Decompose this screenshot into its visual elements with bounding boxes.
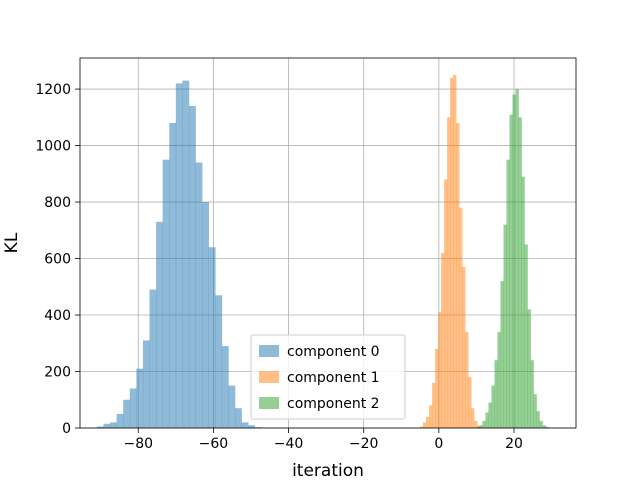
histogram-bar-component-2 (485, 412, 489, 428)
legend-swatch (259, 345, 279, 357)
y-tick-label: 400 (44, 308, 71, 324)
legend-swatch (259, 371, 279, 383)
y-tick-label: 600 (44, 252, 71, 268)
histogram-bar-component-2 (509, 114, 513, 428)
histogram-bar-component-0 (215, 295, 223, 428)
histogram-bar-component-0 (156, 221, 163, 428)
plot-area-frame (79, 57, 577, 429)
histogram-bar-component-0 (123, 399, 131, 428)
histogram-bar-component-0 (254, 427, 262, 428)
histogram-bar-component-1 (426, 416, 430, 428)
histogram-bar-component-0 (208, 247, 216, 428)
histogram-bar-component-1 (456, 122, 460, 429)
histogram-bar-component-1 (447, 117, 451, 428)
histogram-bar-component-0 (241, 422, 249, 428)
histogram-bar-component-2 (530, 360, 534, 428)
x-tick-label: 0 (434, 436, 443, 452)
histogram-bar-component-2 (503, 224, 507, 428)
histogram-bar-component-1 (423, 422, 427, 428)
y-tick-label: 0 (62, 421, 71, 437)
histogram-bar-component-1 (462, 267, 466, 428)
histogram-bar-component-2 (506, 159, 510, 428)
x-tick-label: −20 (349, 436, 379, 452)
histogram-bar-component-0 (169, 122, 177, 429)
x-tick-label: −80 (123, 436, 153, 452)
y-tick-label: 800 (44, 195, 71, 211)
histogram-bar-component-2 (527, 309, 531, 428)
histogram-bar-component-1 (471, 408, 475, 428)
histogram-bar-component-0 (175, 83, 183, 428)
legend-label: component 2 (287, 396, 380, 412)
histogram-bar-component-2 (512, 94, 516, 428)
x-tick-label: 20 (505, 436, 523, 452)
histogram-bar-component-0 (110, 422, 117, 428)
histogram-bar-component-1 (435, 348, 439, 428)
y-axis-label: KL (2, 232, 22, 253)
histogram-bar-component-0 (188, 106, 196, 429)
histogram-bar-component-2 (521, 176, 525, 428)
histogram-bar-component-2 (482, 420, 486, 428)
histogram-bar-component-1 (444, 179, 448, 428)
histogram-bar-component-1 (429, 405, 433, 428)
histogram-bar-component-0 (162, 159, 170, 428)
histogram-bar-component-0 (195, 162, 203, 428)
histogram-bar-component-2 (545, 426, 549, 428)
histogram-bar-component-0 (202, 202, 209, 428)
histogram-bar-component-2 (500, 281, 504, 428)
histogram-bar-component-2 (476, 426, 480, 428)
x-tick-label: −60 (199, 436, 229, 452)
histogram-bar-component-1 (432, 382, 436, 428)
histogram-bar-component-0 (96, 426, 104, 428)
y-tick-label: 1000 (35, 139, 71, 155)
histogram-bar-component-1 (453, 74, 457, 428)
histogram-bar-component-1 (474, 420, 478, 428)
y-tick-label: 1200 (35, 82, 71, 98)
histogram-bar-component-1 (438, 312, 442, 428)
histogram-bar-component-2 (479, 425, 483, 428)
histogram-bar-component-1 (468, 377, 472, 428)
histogram-bar-component-2 (533, 394, 537, 428)
histogram-bar-component-1 (441, 252, 445, 428)
histogram-bar-component-0 (103, 423, 111, 428)
histogram-bar-component-1 (465, 331, 469, 428)
histogram-bar-component-0 (235, 408, 242, 428)
histogram-bars (96, 74, 549, 429)
x-tick-label: −40 (274, 436, 304, 452)
histogram-bar-component-0 (142, 340, 150, 428)
histogram-bar-component-1 (420, 426, 424, 428)
histogram-bar-component-2 (524, 244, 528, 428)
histogram-bar-component-2 (494, 360, 498, 428)
legend: component 0 component 1 component 2 (250, 334, 406, 420)
histogram-bar-component-2 (518, 117, 522, 428)
histogram-bar-component-1 (450, 77, 454, 428)
histogram-bar-component-0 (149, 289, 157, 428)
histogram-bar-component-0 (129, 388, 137, 428)
histogram-bar-component-2 (515, 89, 519, 429)
histogram-bar-component-0 (116, 413, 124, 428)
legend-box (250, 334, 406, 420)
legend-label: component 1 (287, 370, 380, 386)
histogram-bar-component-0 (248, 425, 256, 428)
histogram-bar-component-0 (182, 80, 190, 428)
histogram-bar-component-2 (491, 385, 495, 428)
legend-swatch (259, 397, 279, 409)
histogram-bar-component-1 (459, 207, 463, 428)
y-tick-label: 200 (44, 365, 71, 381)
histogram-bar-component-0 (228, 385, 236, 428)
histogram-bar-component-0 (136, 368, 144, 428)
histogram-bar-component-0 (221, 346, 229, 428)
histogram-bar-component-2 (542, 425, 546, 428)
histogram-bar-component-2 (539, 420, 543, 428)
histogram-bar-component-2 (488, 402, 492, 428)
legend-label: component 0 (287, 344, 380, 360)
x-axis-label: iteration (292, 461, 364, 480)
histogram-bar-component-2 (536, 411, 540, 428)
histogram-bar-component-2 (497, 331, 501, 428)
